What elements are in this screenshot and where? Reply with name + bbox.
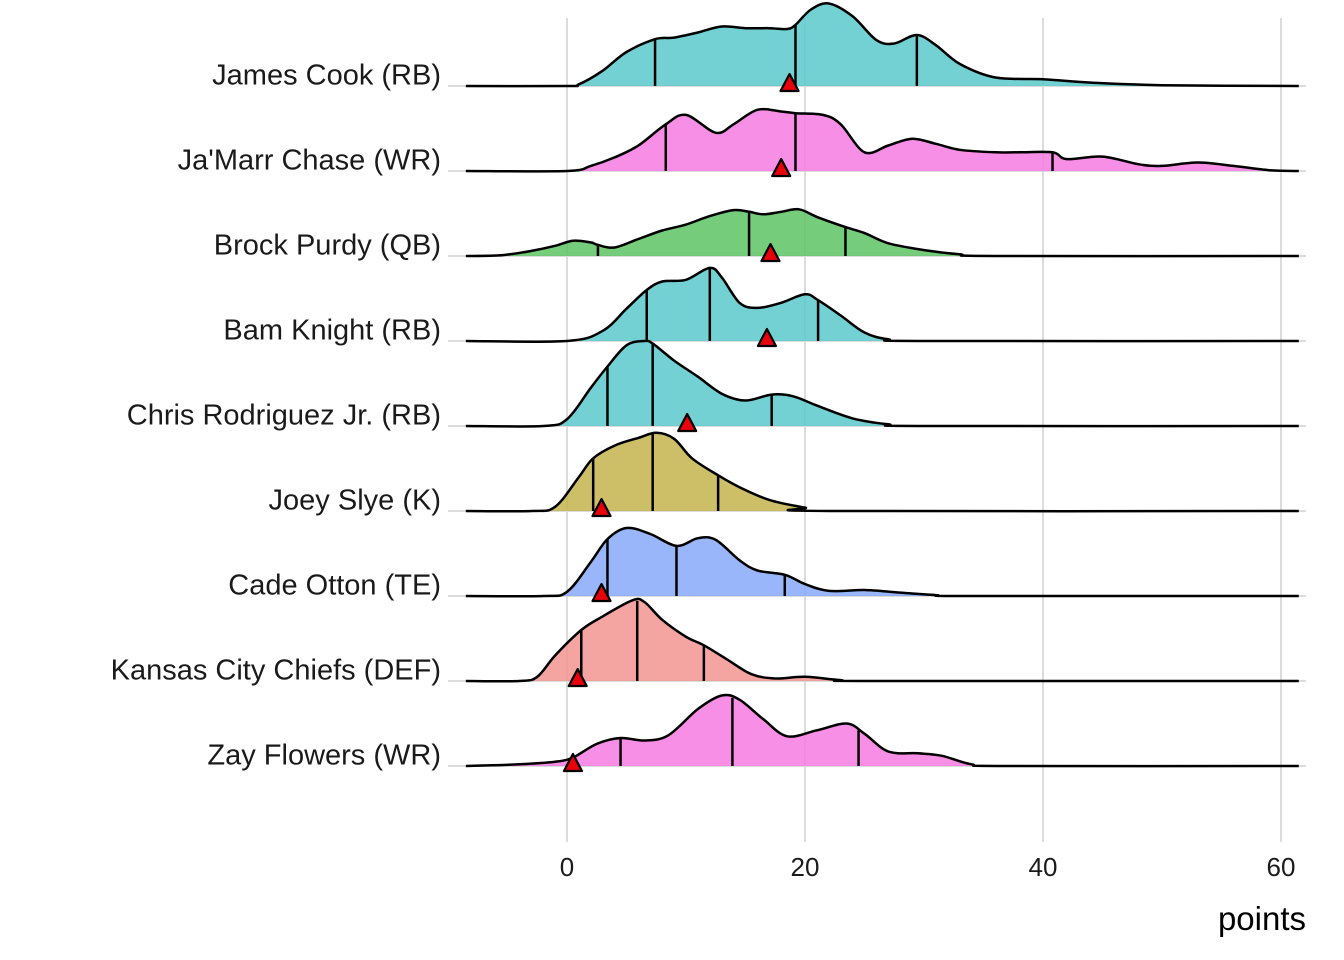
density-outline	[465, 597, 1299, 683]
density-fill	[465, 109, 1299, 172]
projection-marker	[591, 497, 612, 518]
y-axis-label: Cade Otton (TE)	[228, 570, 441, 602]
y-axis-label: Ja'Marr Chase (WR)	[178, 145, 441, 177]
density-fill	[465, 527, 1299, 597]
gridlines	[448, 18, 1306, 842]
projection-marker	[756, 327, 778, 348]
ridge-4	[465, 339, 1299, 433]
density-fill	[465, 598, 1299, 682]
y-axis-label: Chris Rodriguez Jr. (RB)	[127, 400, 441, 432]
y-axis-label: Zay Flowers (WR)	[207, 740, 441, 772]
y-axis-label: Bam Knight (RB)	[223, 315, 441, 347]
x-tick-label: 0	[560, 852, 574, 882]
density-fill	[465, 694, 1299, 767]
density-outline	[465, 339, 1299, 428]
ridge-3	[465, 266, 1299, 348]
density-outline	[465, 2, 1299, 88]
ridge-1	[465, 107, 1299, 178]
density-fill	[465, 340, 1299, 427]
y-axis-label: Brock Purdy (QB)	[214, 230, 441, 262]
x-tick-label: 20	[791, 852, 820, 882]
density-outline	[465, 266, 1299, 344]
ridge-0	[465, 2, 1299, 93]
density-fill	[465, 3, 1299, 87]
projection-marker	[591, 582, 612, 603]
x-tick-label: 40	[1029, 852, 1058, 882]
density-fill	[465, 267, 1299, 342]
x-axis-ticks: 0 20 40 60	[560, 852, 1296, 882]
ridge-8	[465, 693, 1299, 773]
projection-marker	[677, 412, 698, 433]
projection-marker	[562, 752, 584, 773]
y-axis-labels: James Cook (RB) Ja'Marr Chase (WR) Brock P…	[111, 60, 441, 772]
density-fill	[465, 209, 1299, 257]
density-outline	[465, 107, 1299, 173]
y-axis-label: Kansas City Chiefs (DEF)	[111, 655, 441, 687]
ridge-6	[465, 526, 1299, 603]
projection-marker	[760, 242, 781, 263]
x-axis-title: points	[1218, 900, 1306, 937]
density-outline	[465, 526, 1299, 598]
ridges	[465, 2, 1299, 773]
y-axis-label: Joey Slye (K)	[269, 485, 441, 517]
projection-marker	[779, 72, 800, 93]
y-axis-label: James Cook (RB)	[212, 60, 441, 92]
projection-marker	[771, 157, 792, 178]
projection-marker	[567, 667, 588, 688]
density-outline	[465, 693, 1299, 768]
x-tick-label: 60	[1267, 852, 1296, 882]
density-outline	[465, 207, 1299, 258]
ridge-5	[465, 431, 1299, 518]
density-fill	[465, 432, 1299, 512]
ridge-7	[465, 597, 1299, 688]
ridge-2	[465, 207, 1299, 263]
density-outline	[465, 431, 1299, 513]
